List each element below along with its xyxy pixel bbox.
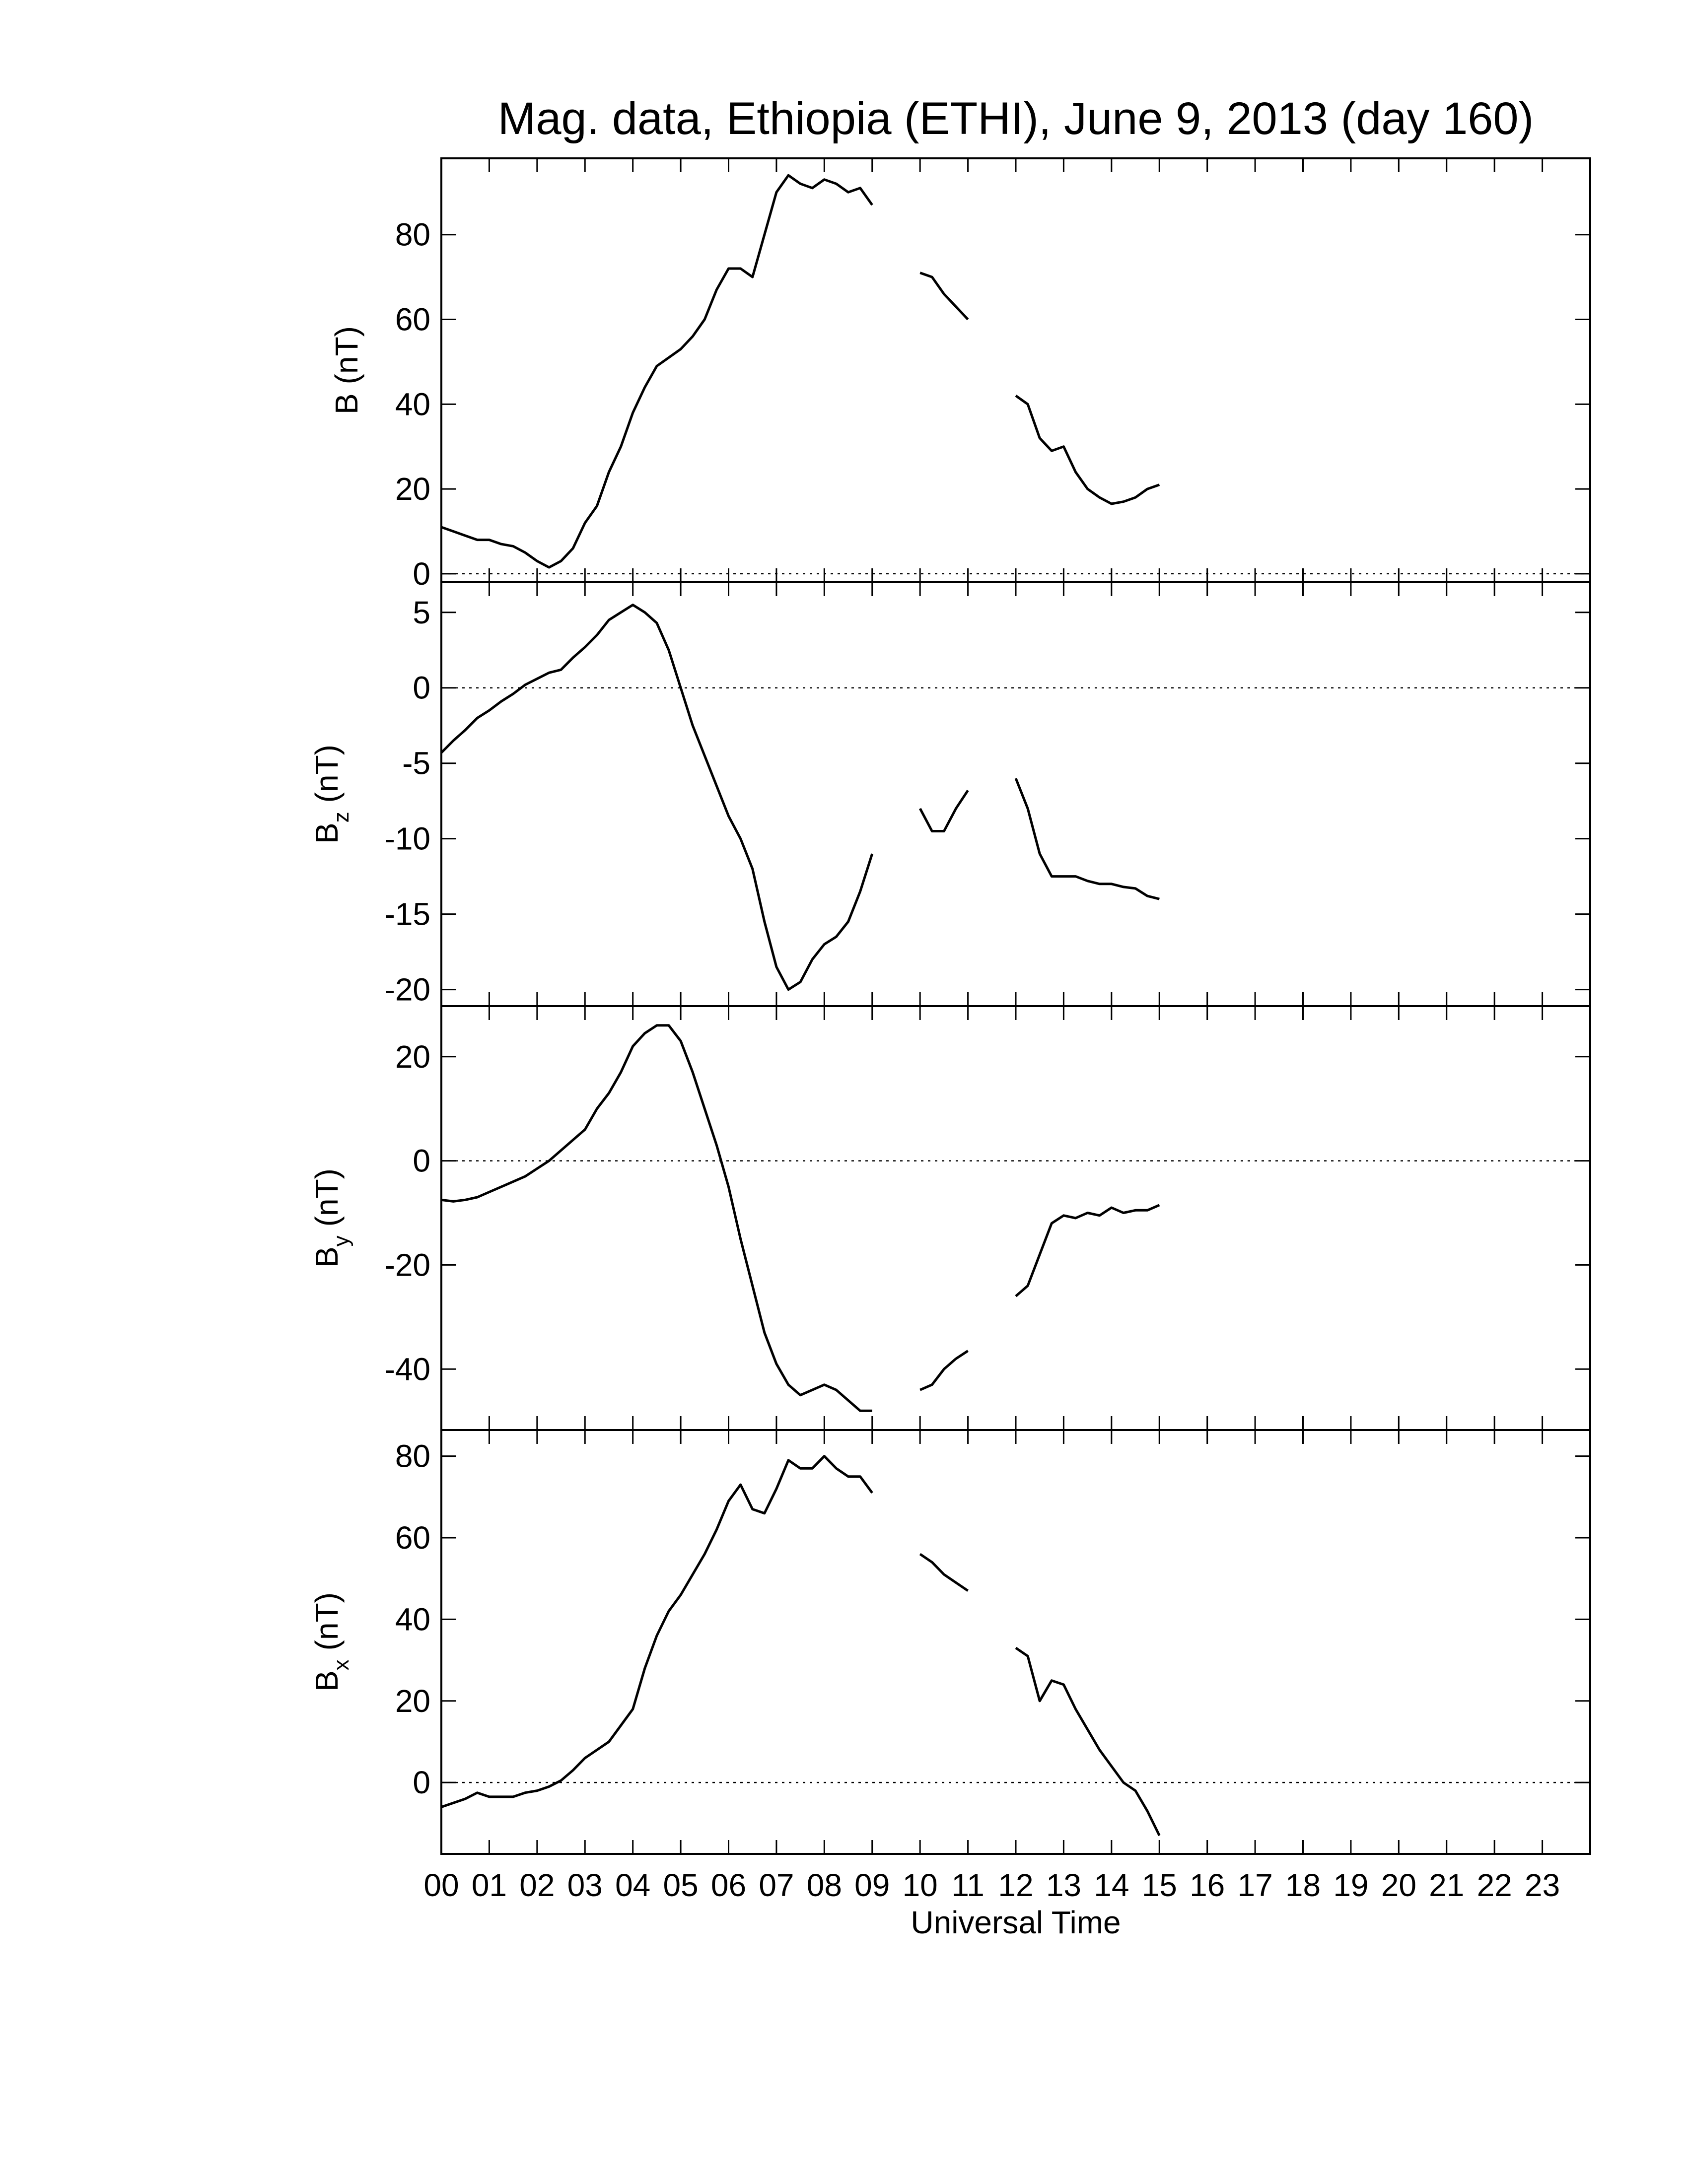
y-label-unit: (nT) — [329, 326, 364, 384]
x-tick-label: 23 — [1525, 1867, 1560, 1903]
y-tick-label: 0 — [413, 1143, 430, 1179]
y-tick-label: 5 — [413, 595, 430, 630]
x-tick-label: 15 — [1142, 1867, 1177, 1903]
x-tick-label: 13 — [1046, 1867, 1081, 1903]
y-tick-label: 20 — [395, 1039, 430, 1075]
x-tick-label: 21 — [1429, 1867, 1464, 1903]
y-label-sub: x — [329, 1659, 353, 1670]
y-tick-label: 60 — [395, 302, 430, 338]
y-tick-label: -5 — [402, 746, 430, 781]
x-tick-label: 06 — [711, 1867, 746, 1903]
y-axis-label: B (nT) — [329, 326, 364, 414]
y-label-unit: (nT) — [309, 1168, 345, 1227]
y-axis-label: By (nT) — [309, 1168, 353, 1268]
y-tick-label: 40 — [395, 1601, 430, 1637]
data-line — [441, 1024, 1160, 1412]
x-tick-label: 08 — [807, 1867, 842, 1903]
y-tick-label: 0 — [413, 1765, 430, 1800]
y-tick-label: 80 — [395, 1438, 430, 1474]
y-tick-label: 20 — [395, 471, 430, 507]
data-line — [441, 1455, 1161, 1837]
x-tick-label: 00 — [423, 1867, 459, 1903]
x-tick-label: 01 — [472, 1867, 507, 1903]
y-label-unit: (nT) — [309, 1592, 345, 1650]
x-tick-label: 07 — [759, 1867, 794, 1903]
y-label-sub: y — [329, 1235, 353, 1246]
y-tick-label: -15 — [385, 896, 431, 932]
y-tick-label: -20 — [385, 1247, 431, 1283]
x-tick-label: 12 — [998, 1867, 1033, 1903]
y-tick-label: 40 — [395, 386, 430, 422]
data-line — [441, 174, 1160, 569]
x-tick-label: 14 — [1094, 1867, 1129, 1903]
x-tick-label: 22 — [1477, 1867, 1512, 1903]
y-label-base: B — [329, 393, 364, 414]
y-label-base: B — [309, 822, 345, 844]
x-tick-label: 18 — [1285, 1867, 1321, 1903]
y-tick-label: -40 — [385, 1351, 431, 1387]
plot-frame — [440, 1429, 1591, 1855]
x-tick-label: 17 — [1237, 1867, 1272, 1903]
x-tick-label: 11 — [951, 1867, 984, 1903]
y-label-base: B — [309, 1246, 345, 1268]
x-tick-label: 05 — [663, 1867, 698, 1903]
y-tick-label: 60 — [395, 1520, 430, 1556]
x-tick-label: 16 — [1190, 1867, 1225, 1903]
y-label-unit: (nT) — [309, 745, 345, 803]
y-label-base: B — [309, 1670, 345, 1692]
x-tick-label: 19 — [1333, 1867, 1368, 1903]
chart-title: Mag. data, Ethiopia (ETHI), June 9, 2013… — [498, 93, 1534, 144]
y-label-sub: z — [329, 812, 353, 822]
x-tick-label: 03 — [567, 1867, 603, 1903]
data-line — [440, 604, 1160, 991]
y-tick-label: 0 — [413, 670, 430, 706]
x-tick-label: 09 — [854, 1867, 890, 1903]
y-axis-label: Bz (nT) — [309, 745, 353, 844]
y-tick-label: -20 — [385, 972, 431, 1008]
x-axis-label: Universal Time — [911, 1905, 1121, 1940]
y-tick-label: 20 — [395, 1683, 430, 1719]
y-axis-label: Bx (nT) — [309, 1592, 353, 1692]
x-tick-label: 20 — [1381, 1867, 1416, 1903]
y-tick-label: 0 — [413, 556, 430, 592]
x-tick-label: 10 — [903, 1867, 938, 1903]
y-tick-label: 80 — [395, 217, 430, 253]
x-tick-label: 02 — [519, 1867, 555, 1903]
y-tick-label: -10 — [385, 821, 431, 857]
x-tick-label: 04 — [615, 1867, 650, 1903]
